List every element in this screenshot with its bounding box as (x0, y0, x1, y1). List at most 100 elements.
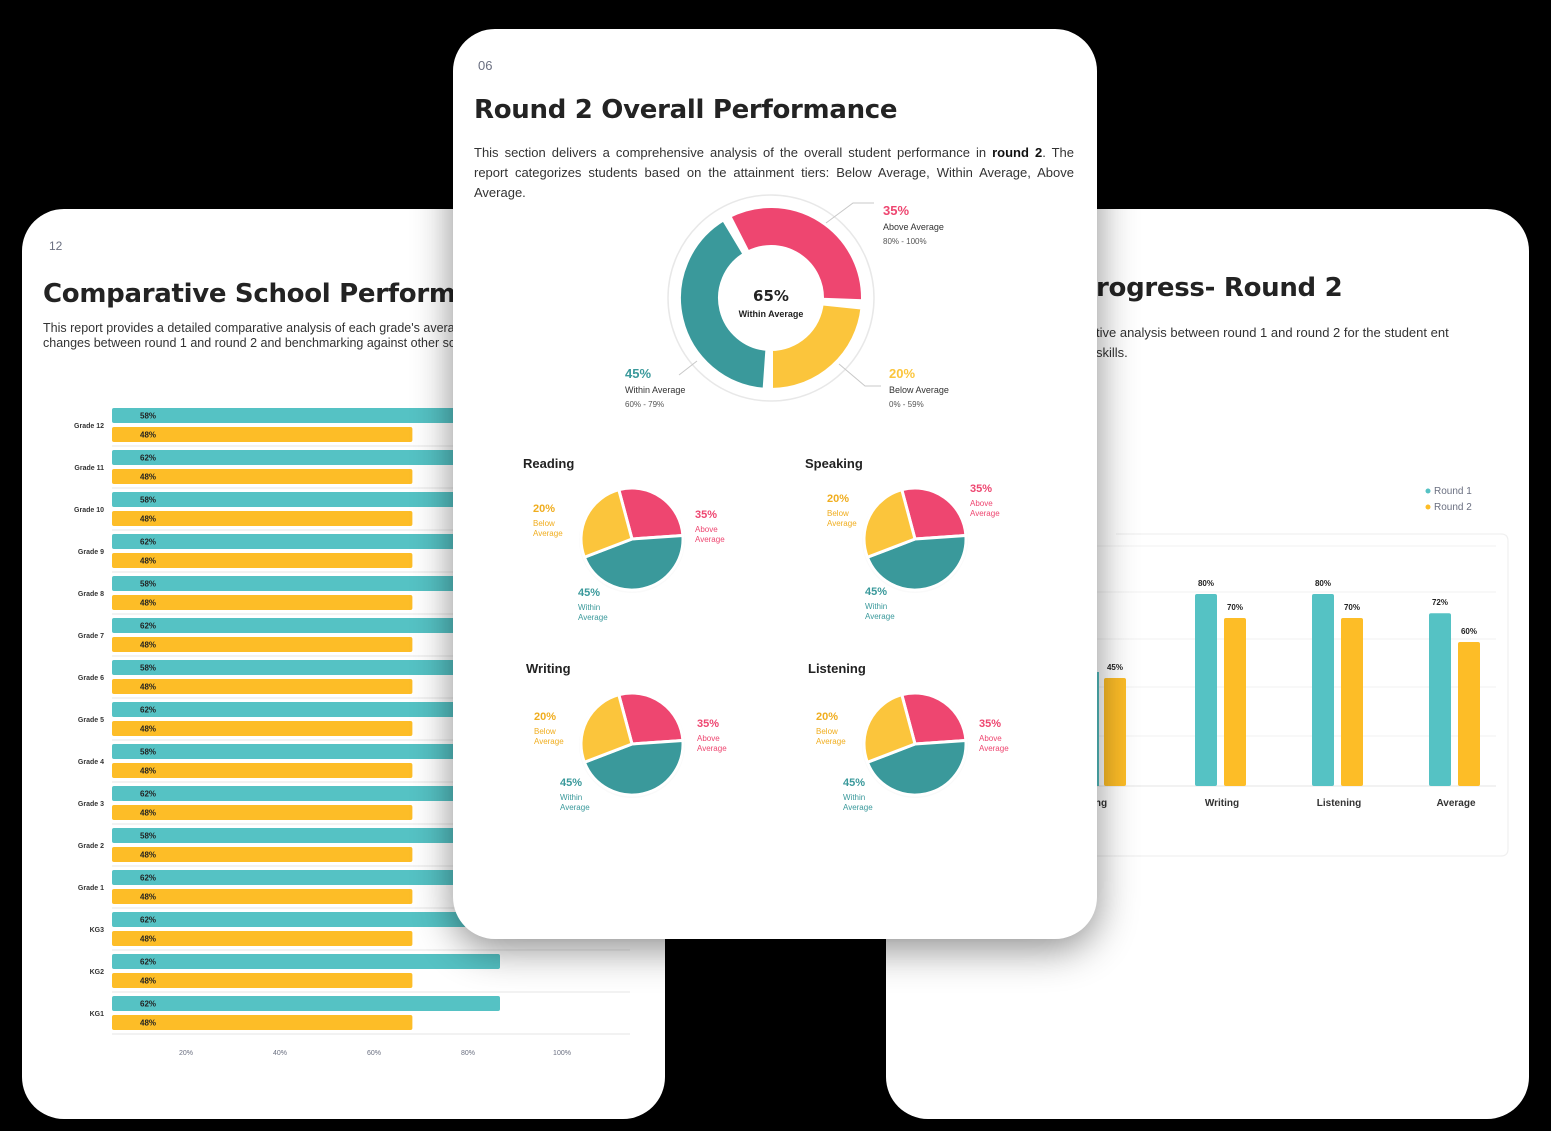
page-title: Round 2 Overall Performance (474, 95, 898, 125)
pie-slice-below (579, 488, 634, 559)
pie-within-label: Average (560, 803, 590, 812)
donut-center-value: 65% (753, 287, 789, 305)
bar-value-label: 48% (140, 809, 156, 818)
bar-round-2 (112, 763, 413, 778)
bar-value-label: 48% (140, 1019, 156, 1028)
bar-round-2 (112, 889, 413, 904)
skill-pie-listening (862, 691, 968, 797)
skill-pie-writing (579, 691, 685, 797)
category-label: Grade 2 (78, 843, 104, 850)
x-tick-label: 60% (367, 1050, 381, 1057)
bar-value-label: 58% (140, 832, 156, 841)
pie-above-value: 35% (970, 483, 992, 495)
bar-value-label: 62% (140, 790, 156, 799)
page-number: 06 (478, 58, 493, 73)
x-tick-label: 40% (273, 1050, 287, 1057)
pie-below-label: Average (534, 737, 564, 746)
category-label: KG2 (90, 969, 105, 976)
pie-within-label: Within (843, 793, 865, 802)
bar-value-label: 70% (1344, 603, 1360, 612)
page-number: 12 (49, 239, 63, 253)
bar-value-label: 48% (140, 641, 156, 650)
donut-segment-above-average (727, 204, 865, 304)
bar-round-1 (112, 576, 475, 591)
bar-round-2 (112, 973, 413, 988)
pie-slice-above (617, 691, 685, 746)
pie-within-label: Average (865, 612, 895, 621)
bar-value-label: 72% (1432, 598, 1448, 607)
pie-below-label: Average (816, 737, 846, 746)
bar-value-label: 58% (140, 496, 156, 505)
pie-above-label: Above (970, 499, 993, 508)
pie-within-value: 45% (843, 777, 865, 789)
donut-segment-within-average (677, 217, 770, 392)
pie-above-value: 35% (697, 718, 719, 730)
round-emphasis: round 2 (992, 145, 1043, 160)
category-label: Grade 4 (78, 759, 104, 766)
category-label: Grade 7 (78, 633, 104, 640)
pie-below-value: 20% (534, 711, 556, 723)
pie-below-label: Below (827, 509, 849, 518)
skill-pie-speaking (862, 486, 968, 592)
bar-value-label: 48% (140, 557, 156, 566)
leader-line (838, 363, 881, 387)
leader-line (825, 202, 874, 224)
bar-round-1 (112, 450, 500, 465)
pie-below-value: 20% (816, 711, 838, 723)
bar-round-1 (112, 912, 500, 927)
pie-within-label: Average (578, 613, 608, 622)
category-label: KG3 (90, 927, 105, 934)
bar-value-label: 58% (140, 580, 156, 589)
bar-round-2 (112, 1015, 413, 1030)
category-label: Grade 8 (78, 591, 104, 598)
bar-round-2 (112, 469, 413, 484)
donut-callout-range: 80% - 100% (883, 237, 927, 246)
bar-round-2 (1458, 642, 1480, 786)
bar-round-2 (1341, 618, 1363, 786)
bar-value-label: 48% (140, 767, 156, 776)
performance-charts: 65% Within Average 35% Above Average 80% - 1… (523, 194, 1009, 812)
pie-slice-below (862, 488, 917, 559)
category-label: Grade 3 (78, 801, 104, 808)
donut-callout-value: 45% (625, 366, 651, 381)
bar-round-1-partial (1096, 672, 1099, 786)
donut-segment-below-average (769, 301, 865, 392)
bar-value-label: 62% (140, 958, 156, 967)
bar-round-1 (112, 786, 500, 801)
bar-value-label: 58% (140, 748, 156, 757)
bar-round-2 (112, 805, 413, 820)
pie-within-label: Within (560, 793, 582, 802)
pie-below-label: Below (534, 727, 556, 736)
category-label: Grade 12 (74, 423, 104, 430)
bar-round-2 (112, 511, 413, 526)
bar-round-2 (1224, 618, 1246, 786)
donut-callout-value: 35% (883, 203, 909, 218)
page-description: tive analysis between round 1 and round … (1096, 325, 1449, 360)
skill-title: Listening (808, 661, 866, 676)
bar-round-2 (112, 931, 413, 946)
bar-round-1 (112, 954, 500, 969)
pie-slice-above (900, 691, 968, 746)
bar-round-2 (112, 553, 413, 568)
bar-round-1 (112, 534, 500, 549)
bar-value-label: 62% (140, 874, 156, 883)
bar-round-1 (112, 744, 475, 759)
bar-round-1 (112, 660, 475, 675)
pie-below-value: 20% (533, 503, 555, 515)
bar-round-2 (112, 847, 413, 862)
x-tick-label: 80% (461, 1050, 475, 1057)
category-label: Average (1436, 798, 1476, 809)
chart-frame (1096, 533, 1509, 857)
pie-slice-below (579, 693, 634, 764)
legend-swatch (1425, 488, 1431, 494)
category-label: Grade 10 (74, 507, 104, 514)
bar-round-1 (1312, 594, 1334, 786)
pie-above-label: Above (979, 734, 1002, 743)
bar-round-1 (112, 492, 475, 507)
bar-value-label: 60% (1461, 627, 1477, 636)
donut-callout-label: Below Average (889, 385, 949, 395)
bar-round-1 (1195, 594, 1217, 786)
pie-above-label: Average (695, 535, 725, 544)
bar-round-1 (112, 828, 475, 843)
bar-round-2 (112, 721, 413, 736)
